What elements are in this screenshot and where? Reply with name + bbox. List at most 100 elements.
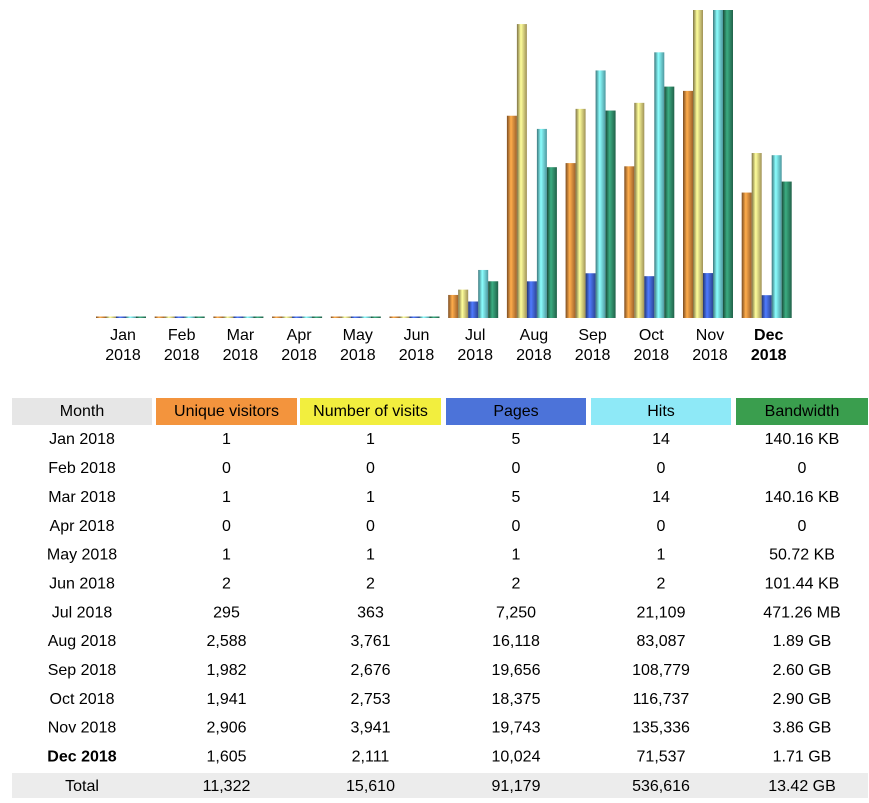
bar [713, 10, 723, 318]
bar [585, 273, 596, 318]
cell-value: 14 [652, 431, 670, 448]
bar [624, 166, 635, 318]
bar [506, 115, 517, 318]
bar [761, 295, 772, 318]
bar [634, 102, 645, 318]
cell-value: 7,250 [496, 604, 536, 621]
cell-value: 1 [222, 489, 231, 506]
header-label: Unique visitors [174, 403, 279, 420]
x-tick-label: Sep 2018 [575, 327, 611, 364]
cell-value: 101.44 KB [765, 575, 840, 592]
cell-value: 1.71 GB [773, 749, 832, 766]
bar [389, 316, 400, 318]
bar [595, 70, 606, 319]
header-label: Number of visits [313, 403, 428, 420]
bar [174, 316, 185, 318]
total-value: 91,179 [492, 778, 541, 795]
row-month: May 2018 [47, 547, 117, 564]
bar [536, 128, 547, 318]
cell-value: 471.26 MB [763, 604, 840, 621]
bar [253, 316, 264, 318]
header-cell [591, 398, 731, 425]
row-month: Mar 2018 [48, 489, 116, 506]
cell-value: 0 [657, 460, 666, 477]
bar [644, 276, 655, 318]
cell-value: 1,982 [206, 662, 246, 679]
bar [136, 316, 146, 318]
cell-value: 2 [366, 575, 375, 592]
bar [282, 316, 293, 318]
row-month: Jun 2018 [49, 575, 115, 592]
bar [546, 167, 557, 318]
bar [468, 301, 479, 318]
bar [409, 316, 420, 318]
bar [458, 289, 469, 318]
cell-value: 3,761 [350, 633, 390, 650]
bar [683, 90, 693, 319]
bar [419, 316, 430, 318]
cell-value: 1 [366, 489, 375, 506]
bar [575, 108, 586, 318]
bar [478, 269, 489, 318]
x-tick-label: Apr 2018 [281, 327, 317, 364]
header-label: Pages [493, 403, 538, 420]
cell-value: 2.60 GB [773, 662, 832, 679]
cell-value: 10,024 [492, 749, 541, 766]
cell-value: 2 [657, 575, 666, 592]
bar [703, 273, 713, 318]
bar [781, 181, 792, 318]
bar [360, 316, 371, 318]
cell-value: 5 [512, 489, 521, 506]
cell-value: 135,336 [632, 720, 690, 737]
cell-value: 0 [798, 460, 807, 477]
bar [516, 24, 527, 318]
row-month: Oct 2018 [50, 691, 115, 708]
bar [116, 316, 126, 318]
bar [312, 316, 323, 318]
cell-value: 2,676 [350, 662, 390, 679]
header-cell [156, 398, 297, 425]
cell-value: 140.16 KB [765, 489, 840, 506]
cell-value: 21,109 [637, 604, 686, 621]
cell-value: 116,737 [633, 691, 690, 708]
bar [488, 281, 499, 318]
bar [272, 316, 283, 318]
cell-value: 50.72 KB [769, 547, 835, 564]
bar [654, 52, 665, 319]
x-tick-label: Mar 2018 [223, 327, 259, 364]
x-tick-label: Dec 2018 [751, 327, 787, 364]
cell-value: 108,779 [632, 662, 690, 679]
row-month: Aug 2018 [48, 633, 117, 650]
x-tick-label: Nov 2018 [692, 327, 728, 364]
cell-value: 0 [657, 518, 666, 535]
cell-value: 0 [798, 518, 807, 535]
bar [302, 316, 313, 318]
cell-value: 0 [222, 518, 231, 535]
x-tick-label: Feb 2018 [164, 327, 200, 364]
bar [741, 192, 752, 318]
bar [693, 10, 703, 318]
x-tick-label: Aug 2018 [516, 327, 552, 364]
row-month: Jul 2018 [52, 604, 113, 621]
cell-value: 2,588 [206, 633, 246, 650]
x-tick-label: Jun 2018 [399, 327, 435, 364]
total-value: 536,616 [632, 778, 690, 795]
row-month: Sep 2018 [48, 662, 117, 679]
cell-value: 1 [366, 547, 375, 564]
cell-value: 2.90 GB [773, 691, 832, 708]
total-value: 11,322 [203, 778, 251, 795]
cell-value: 1 [657, 547, 666, 564]
x-tick-label: Jul 2018 [457, 327, 493, 364]
bar [605, 110, 616, 319]
total-value: 13.42 GB [768, 778, 836, 795]
cell-value: 16,118 [492, 633, 540, 650]
cell-value: 2,906 [206, 720, 246, 737]
cell-value: 0 [512, 518, 521, 535]
bar [526, 281, 537, 318]
cell-value: 5 [512, 431, 521, 448]
cell-value: 1 [512, 547, 521, 564]
bar [565, 163, 576, 318]
header-label: Bandwidth [765, 403, 840, 420]
row-month: Jan 2018 [49, 431, 115, 448]
cell-value: 2 [512, 575, 521, 592]
